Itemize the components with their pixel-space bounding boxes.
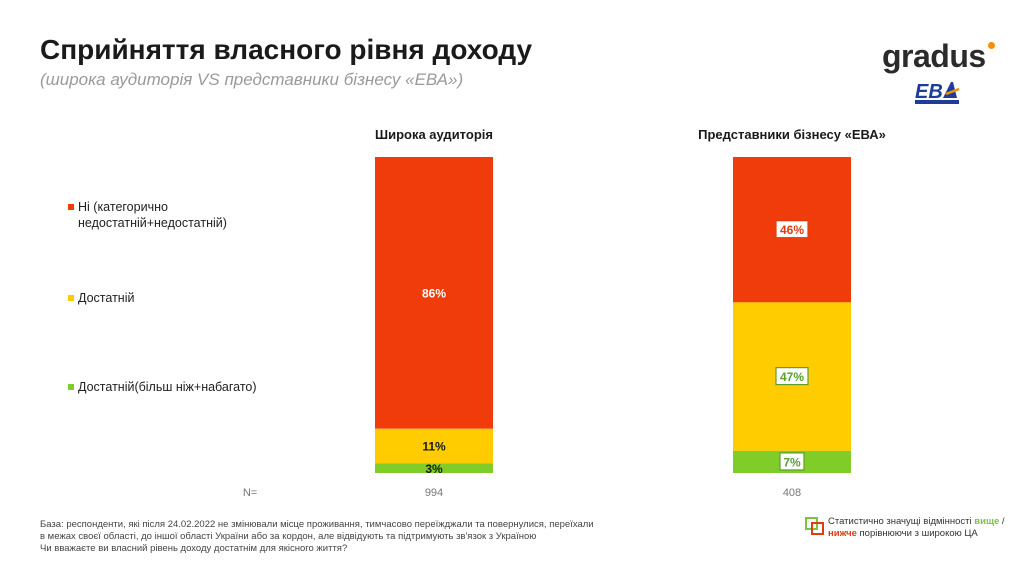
note-lower: нижче: [828, 528, 857, 539]
gradus-logo: gradus: [882, 38, 986, 74]
n-label: N=: [243, 487, 257, 499]
svg-text:EB: EB: [915, 81, 943, 103]
label-box-1-2: [779, 452, 805, 471]
legend-swatch-0: [68, 204, 74, 210]
n-value-0: 994: [425, 487, 443, 499]
legend-swatch-2: [68, 384, 74, 390]
bar-segment-0-2: [375, 463, 493, 473]
page-subtitle: (широка аудиторія VS представники бізнес…: [40, 70, 464, 89]
data-label-1-1: 47%: [780, 370, 804, 384]
legend-label-1: Достатній: [78, 291, 134, 305]
data-label-0-1: 11%: [422, 440, 446, 454]
legend-swatch-1: [68, 295, 74, 301]
n-value-1: 408: [783, 487, 801, 499]
gradus-logo-dot: [988, 42, 995, 49]
label-box-1-0: [775, 220, 809, 239]
footer-base: База: респонденти, які після 24.02.2022 …: [40, 519, 594, 542]
category-label-1: Представники бізнесу «ЕВА»: [698, 127, 886, 142]
note-text-2: порівнюючи з широкою ЦА: [856, 528, 978, 539]
note-higher: вище: [974, 516, 1000, 527]
label-box-1-1: [775, 367, 809, 386]
footer-question: Чи вважаєте ви власний рівень доходу дос…: [40, 543, 348, 554]
note-text-1: Статистично значущі відмінності: [828, 516, 975, 527]
category-label-0: Широка аудиторія: [375, 127, 493, 142]
stacked-bar-chart: Широка аудиторія Представники бізнесу «ЕВ…: [68, 127, 886, 499]
data-label-0-0: 86%: [422, 286, 446, 300]
page-title: Сприйняття власного рівня доходу: [40, 34, 533, 65]
significance-icon: [805, 517, 824, 535]
data-label-1-2: 7%: [783, 455, 801, 469]
bar-segment-0-1: [375, 428, 493, 464]
significance-note: Статистично значущі відмінності вище / н…: [828, 516, 1008, 540]
legend-label-0: Ні (категорично недостатній+недостатній): [78, 200, 227, 230]
footer: База: респонденти, які після 24.02.2022 …: [40, 519, 600, 555]
data-label-1-0: 46%: [780, 223, 804, 237]
data-label-0-2: 3%: [425, 462, 443, 476]
legend-label-2: Достатній(більш ніж+набагато): [78, 380, 257, 394]
eba-logo: EB: [915, 81, 960, 104]
note-sep: /: [999, 516, 1005, 527]
bar-segment-0-0: [375, 157, 493, 429]
